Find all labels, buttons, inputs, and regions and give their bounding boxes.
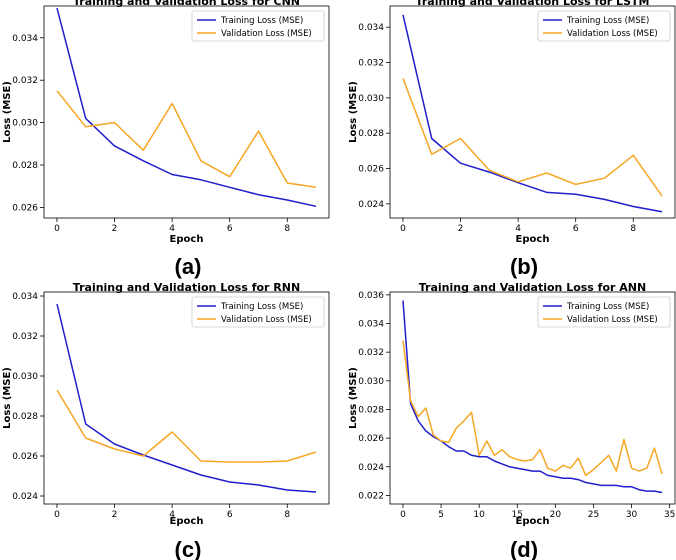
y-tick-label: 0.028: [12, 412, 38, 422]
legend-entry: Training Loss (MSE): [220, 16, 303, 26]
y-tick-label: 0.034: [12, 292, 38, 302]
y-axis-label: Loss (MSE): [348, 367, 359, 429]
validation-loss-line: [402, 340, 663, 477]
x-tick-label: 4: [169, 224, 175, 234]
training-loss-line: [56, 7, 317, 208]
plot-frame: [43, 5, 330, 219]
x-tick-label: 8: [284, 510, 290, 520]
x-tick-label: 2: [458, 224, 464, 234]
validation-loss-line: [402, 78, 663, 197]
y-tick-label: 0.024: [12, 492, 38, 502]
legend-entry: Validation Loss (MSE): [567, 29, 658, 39]
x-tick-label: 5: [438, 510, 444, 520]
legend-box: [191, 10, 325, 42]
x-tick-label: 6: [227, 510, 233, 520]
x-tick-label: 35: [664, 510, 675, 520]
x-tick-label: 20: [550, 510, 562, 520]
y-tick-label: 0.034: [358, 23, 384, 33]
chart-3: Training and Validation Loss for RNN 0 2 4 6…: [2, 281, 330, 560]
chart-2: Training and Validation Loss for LSTM 0 2 4…: [348, 0, 676, 279]
x-tick-label: 15: [512, 510, 523, 520]
x-tick-label: 0: [54, 224, 60, 234]
training-loss-line: [56, 303, 317, 493]
legend-box: [191, 296, 325, 328]
y-tick-label: 0.028: [358, 405, 384, 415]
training-loss-line: [402, 14, 663, 213]
x-tick-label: 0: [400, 224, 406, 234]
x-axis-label: Epoch: [170, 234, 204, 245]
x-tick-label: 6: [573, 224, 579, 234]
x-tick-label: 4: [169, 510, 175, 520]
chart-title: Training and Validation Loss for RNN: [73, 281, 300, 294]
panel-label: (a): [175, 254, 202, 279]
panel-label: (c): [175, 537, 202, 560]
legend-entry: Training Loss (MSE): [566, 16, 649, 26]
x-tick-label: 8: [630, 224, 636, 234]
x-tick-label: 0: [54, 510, 60, 520]
y-tick-label: 0.026: [12, 203, 38, 213]
y-tick-label: 0.030: [12, 372, 38, 382]
x-tick-label: 6: [227, 224, 233, 234]
chart-title: Training and Validation Loss for LSTM: [416, 0, 650, 8]
y-tick-label: 0.022: [358, 491, 384, 501]
x-tick-label: 30: [626, 510, 638, 520]
legend-box: [537, 10, 671, 42]
plot-frame: [389, 291, 676, 505]
x-tick-label: 2: [112, 510, 118, 520]
x-tick-label: 2: [112, 224, 118, 234]
training-loss-line: [402, 300, 663, 494]
legend-entry: Validation Loss (MSE): [567, 315, 658, 325]
legend: Training Loss (MSE) Validation Loss (MSE): [191, 10, 325, 42]
y-tick-label: 0.024: [358, 463, 384, 473]
panel-label: (d): [510, 537, 538, 560]
legend: Training Loss (MSE) Validation Loss (MSE): [537, 10, 671, 42]
y-tick-label: 0.032: [12, 76, 38, 86]
y-tick-label: 0.026: [358, 434, 384, 444]
y-tick-label: 0.030: [12, 119, 38, 129]
legend-entry: Training Loss (MSE): [566, 302, 649, 312]
x-tick-label: 0: [400, 510, 406, 520]
x-tick-label: 8: [284, 224, 290, 234]
y-tick-label: 0.026: [12, 452, 38, 462]
x-axis-label: Epoch: [170, 516, 204, 527]
y-tick-label: 0.028: [12, 161, 38, 171]
y-tick-label: 0.034: [12, 34, 38, 44]
legend: Training Loss (MSE) Validation Loss (MSE): [537, 296, 671, 328]
y-tick-label: 0.032: [358, 348, 384, 358]
y-tick-label: 0.034: [358, 320, 384, 330]
y-tick-label: 0.032: [12, 332, 38, 342]
y-tick-label: 0.030: [358, 377, 384, 387]
legend-entry: Validation Loss (MSE): [221, 29, 312, 39]
legend: Training Loss (MSE) Validation Loss (MSE): [191, 296, 325, 328]
y-tick-label: 0.032: [358, 59, 384, 69]
chart-4: Training and Validation Loss for ANN 0 5 10…: [348, 281, 676, 560]
x-axis-label: Epoch: [516, 234, 550, 245]
y-axis-label: Loss (MSE): [348, 81, 359, 143]
x-tick-label: 10: [473, 510, 485, 520]
y-axis-label: Loss (MSE): [2, 81, 13, 143]
legend-box: [537, 296, 671, 328]
chart-title: Training and Validation Loss for ANN: [419, 281, 646, 294]
validation-loss-line: [56, 90, 317, 189]
legend-entry: Training Loss (MSE): [220, 302, 303, 312]
chart-title: Training and Validation Loss for CNN: [73, 0, 300, 8]
y-tick-label: 0.036: [358, 291, 384, 301]
panel-label: (b): [510, 254, 538, 279]
validation-loss-line: [56, 389, 317, 463]
legend-entry: Validation Loss (MSE): [221, 315, 312, 325]
y-tick-label: 0.030: [358, 94, 384, 104]
chart-1: Training and Validation Loss for CNN 0 2 4 6…: [2, 0, 330, 279]
x-tick-label: 4: [515, 224, 521, 234]
y-tick-label: 0.028: [358, 129, 384, 139]
plot-frame: [43, 291, 330, 505]
plot-frame: [389, 5, 676, 219]
y-tick-label: 0.024: [358, 200, 384, 210]
x-axis-label: Epoch: [516, 516, 550, 527]
y-tick-label: 0.026: [358, 165, 384, 175]
x-tick-label: 25: [588, 510, 599, 520]
y-axis-label: Loss (MSE): [2, 367, 13, 429]
